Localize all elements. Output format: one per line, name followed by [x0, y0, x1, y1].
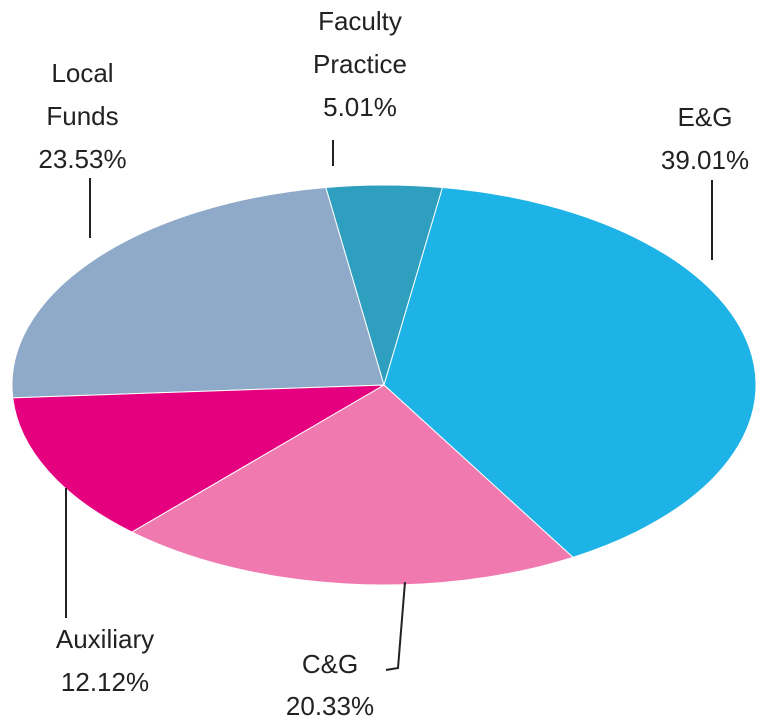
- slice-label: Auxiliary 12.12%: [30, 618, 180, 704]
- value-label: 39.01%: [660, 145, 750, 175]
- slice-label: E&G 39.01%: [640, 96, 768, 182]
- category-label: E&G: [677, 102, 733, 132]
- slice-label: Local Funds 23.53%: [25, 52, 140, 181]
- category-label: Auxiliary: [55, 624, 155, 654]
- category-label: Local Funds: [46, 58, 119, 131]
- value-label: 12.12%: [60, 667, 150, 697]
- value-label: 5.01%: [323, 92, 397, 122]
- slice-label: Faculty Practice 5.01%: [285, 0, 435, 129]
- pie-slice: [12, 384, 385, 533]
- pie: [11, 184, 757, 586]
- pie-slice: [130, 384, 574, 586]
- category-label: C&G: [301, 649, 359, 679]
- pie-slice: [11, 186, 385, 399]
- value-label: 20.33%: [285, 691, 375, 721]
- pie-slice: [383, 186, 757, 558]
- value-label: 23.53%: [38, 144, 127, 174]
- leader-line: [385, 581, 406, 671]
- category-label: Faculty Practice: [313, 6, 407, 79]
- slice-label: C&G 20.33%: [265, 643, 395, 727]
